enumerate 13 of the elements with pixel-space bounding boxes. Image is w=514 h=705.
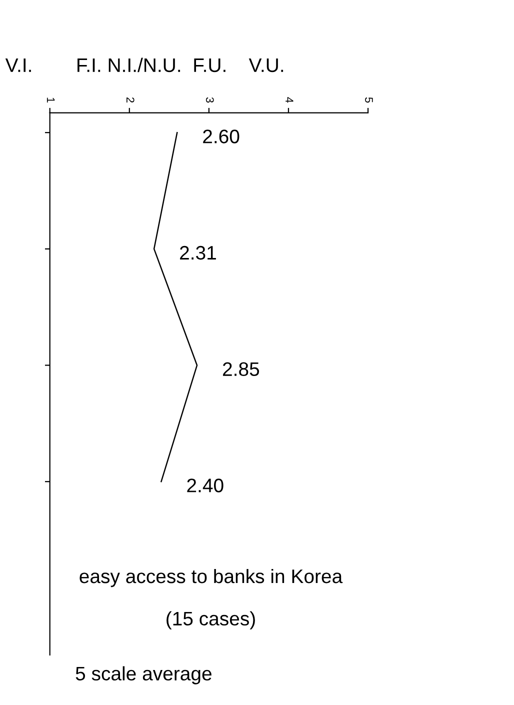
text: 5 scale average bbox=[76, 666, 212, 684]
x-tick-label: 4 bbox=[286, 97, 294, 103]
text: 2.31 bbox=[180, 246, 216, 260]
text: 2.60 bbox=[203, 130, 240, 144]
text: 2.40 bbox=[187, 478, 224, 492]
text: (15 cases) bbox=[166, 611, 255, 630]
x-tick-label: 1 bbox=[46, 98, 55, 103]
x-tick-label: 2 bbox=[126, 97, 134, 103]
x-axis-title: V.I. F.I. N.I./N.U. F.U. V.U. bbox=[5, 58, 284, 72]
x-tick-label: 3 bbox=[206, 97, 214, 103]
text: 2.85 bbox=[222, 362, 260, 376]
text: easy access to banks in Korea bbox=[80, 568, 343, 588]
x-tick-label: 5 bbox=[365, 97, 373, 103]
